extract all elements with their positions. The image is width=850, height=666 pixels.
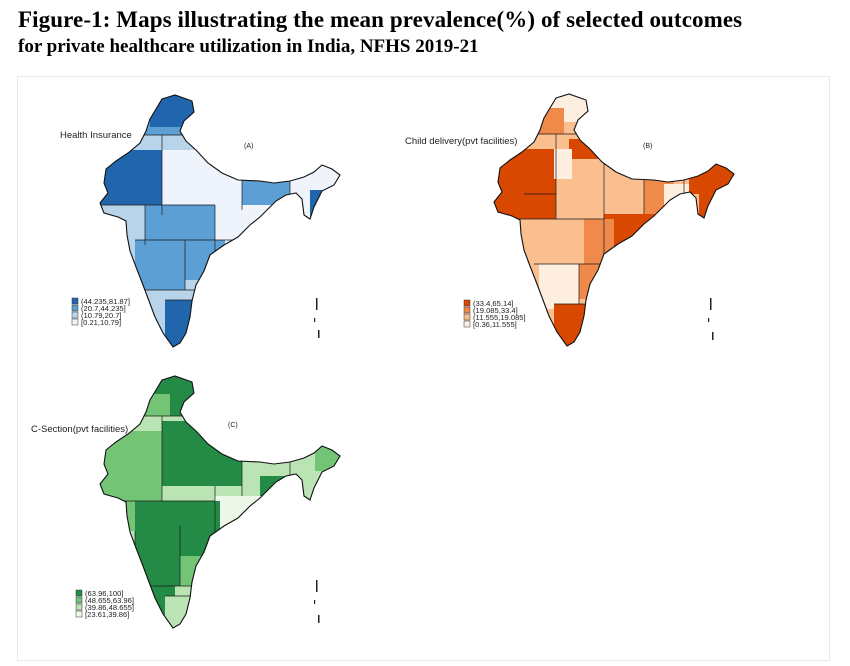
region-maharashtra (135, 240, 185, 290)
region-madhya-pradesh (145, 205, 215, 240)
region-andhra (180, 556, 220, 586)
legend-a-3: (10.79,20.7] (81, 311, 122, 320)
map-c-title: C-Section(pvt facilities) (31, 424, 128, 435)
figure-title-line-2: for private healthcare utilization in In… (18, 36, 479, 57)
region-northeast (689, 164, 734, 194)
legend-c-4: [23.61,39.86] (85, 610, 129, 619)
map-c-section: C-Section(pvt facilities) (C) (31, 375, 341, 629)
region-chhattisgarh (584, 219, 614, 264)
region-tamil-nadu (554, 304, 599, 346)
region-delhi-haryana (554, 149, 572, 179)
region-rajasthan (494, 149, 556, 219)
region-east-central (215, 205, 275, 260)
map-b-tag: (B) (643, 143, 652, 150)
region-bengal (664, 184, 689, 224)
legend-b-3: (11.555,19.085] (473, 313, 526, 322)
legend-b-2: (19.085,33.4] (473, 306, 518, 315)
india-map-b (493, 93, 735, 347)
region-uttar-pradesh (162, 150, 242, 205)
islands-a (314, 298, 320, 338)
india-map-c (99, 375, 341, 629)
islands-c (314, 580, 320, 623)
legend-c-1: (63.96,100] (85, 589, 123, 598)
map-child-delivery: Child delivery(pvt facilities) (B) (405, 93, 735, 347)
figure-title-line-1: Figure-1: Maps illustrating the mean pre… (18, 7, 743, 32)
map-a-title: Health Insurance (60, 130, 132, 141)
islands-b (708, 298, 714, 340)
figure-frame (17, 76, 830, 661)
legend-c: (63.96,100] (48.655,63.96] (39.86,48.655… (75, 589, 134, 619)
region-karnataka (539, 264, 579, 309)
legend-a-4: [0.21,10.79] (81, 318, 121, 327)
legend-b-1: (33.4,65.14] (473, 299, 514, 308)
region-telangana (579, 264, 609, 299)
india-map-a (99, 94, 341, 348)
map-health-insurance: Health Insurance (A) (60, 94, 341, 348)
legend-b: (33.4,65.14] (19.085,33.4] (11.555,19.08… (463, 299, 526, 329)
legend-b-4: [0.36,11.555] (473, 320, 517, 329)
legend-a: (44.235,81.87] (20.7,44.235] (10.79,20.7… (71, 297, 130, 327)
figure-title: Figure-1: Maps illustrating the mean pre… (18, 6, 838, 60)
map-a-tag: (A) (244, 143, 253, 150)
map-c-tag: (C) (228, 422, 238, 429)
legend-a-2: (20.7,44.235] (81, 304, 126, 313)
region-odisha (215, 496, 265, 556)
region-uttarakhand (569, 139, 609, 159)
map-b-title: Child delivery(pvt facilities) (405, 136, 517, 147)
region-rajasthan (100, 431, 162, 501)
legend-a-1: (44.235,81.87] (81, 297, 130, 306)
region-tamil-nadu (165, 300, 205, 347)
region-bengal (260, 476, 290, 516)
region-jammu-kashmir (150, 95, 200, 127)
legend-c-3: (39.86,48.655] (85, 603, 134, 612)
region-uttar-pradesh (162, 421, 242, 486)
region-northeast-north (315, 446, 340, 471)
legend-c-2: (48.655,63.96] (85, 596, 134, 605)
region-himachal (140, 394, 170, 416)
region-telangana (185, 240, 225, 280)
region-gujarat (100, 205, 145, 245)
region-himachal (534, 108, 564, 134)
